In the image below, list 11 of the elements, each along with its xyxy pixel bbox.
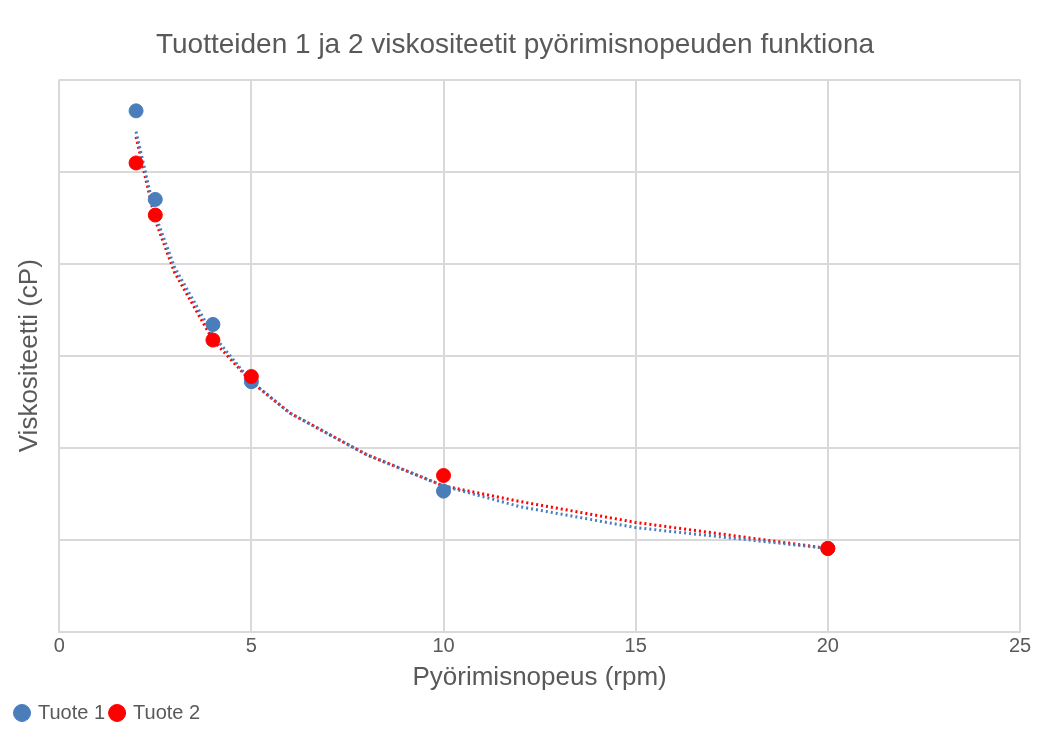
x-tick-label: 5 [245,634,257,657]
x-tick-label: 0 [53,634,65,657]
legend-label: Tuote 1 [38,700,106,723]
x-tick-label: 15 [624,634,647,657]
legend-label: Tuote 2 [133,700,201,723]
x-tick-label: 10 [432,634,455,657]
y-axis-title: Viskositeetti (cP) [12,259,43,453]
x-tick-label: 25 [1008,634,1032,657]
x-tick-label: 20 [816,634,839,657]
chart-title: Tuotteiden 1 ja 2 viskositeetit pyörimisnopeuden funktiona [155,27,875,59]
x-axis-title: Pyörimisnopeus (rpm) [412,660,667,691]
